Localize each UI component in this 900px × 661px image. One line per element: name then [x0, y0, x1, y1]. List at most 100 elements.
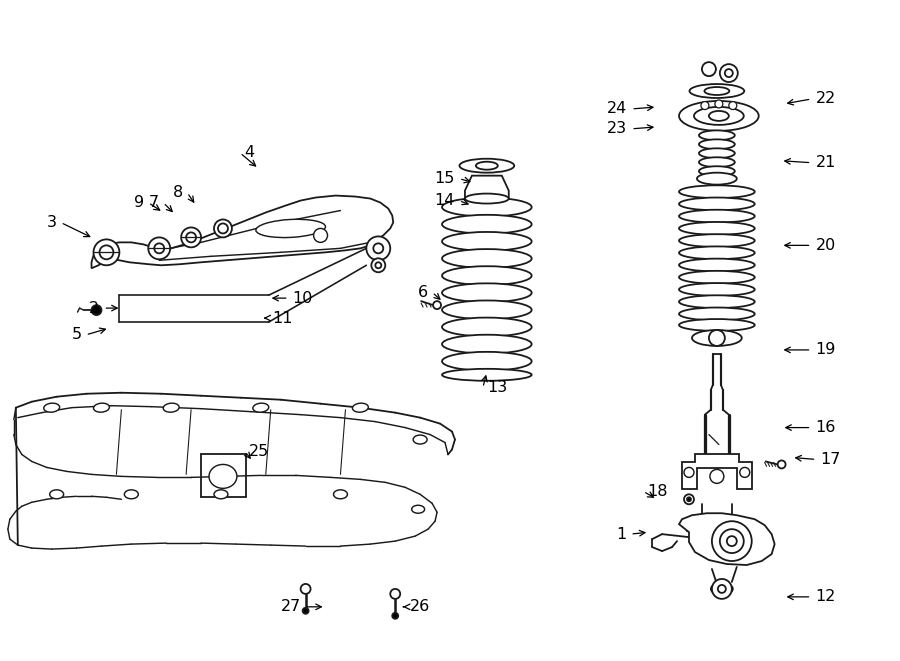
- Circle shape: [687, 497, 691, 501]
- Ellipse shape: [689, 84, 744, 98]
- Ellipse shape: [465, 194, 508, 204]
- Ellipse shape: [679, 319, 755, 331]
- Text: 27: 27: [281, 600, 301, 614]
- Text: 13: 13: [487, 380, 507, 395]
- Text: 11: 11: [273, 311, 293, 326]
- Circle shape: [715, 100, 723, 108]
- Text: 4: 4: [244, 145, 254, 160]
- Circle shape: [712, 579, 732, 599]
- Circle shape: [727, 536, 737, 546]
- Text: 3: 3: [47, 215, 57, 230]
- Ellipse shape: [442, 301, 532, 319]
- Circle shape: [702, 62, 716, 76]
- Ellipse shape: [214, 490, 228, 499]
- Text: 26: 26: [410, 600, 430, 614]
- Circle shape: [724, 69, 733, 77]
- Ellipse shape: [679, 271, 755, 284]
- Circle shape: [391, 589, 401, 599]
- Ellipse shape: [44, 403, 59, 412]
- Ellipse shape: [699, 157, 734, 167]
- Ellipse shape: [256, 219, 326, 237]
- Circle shape: [712, 521, 751, 561]
- Ellipse shape: [442, 266, 532, 285]
- Ellipse shape: [460, 159, 514, 173]
- Ellipse shape: [476, 162, 498, 170]
- Polygon shape: [679, 513, 775, 565]
- Ellipse shape: [699, 167, 734, 176]
- Circle shape: [710, 469, 724, 483]
- Ellipse shape: [50, 490, 64, 499]
- Text: 5: 5: [71, 327, 82, 342]
- Ellipse shape: [442, 284, 532, 302]
- Ellipse shape: [711, 583, 733, 595]
- Ellipse shape: [209, 465, 237, 488]
- Ellipse shape: [353, 403, 368, 412]
- Circle shape: [301, 584, 310, 594]
- Ellipse shape: [679, 210, 755, 223]
- Circle shape: [778, 461, 786, 469]
- Ellipse shape: [334, 490, 347, 499]
- Text: 22: 22: [815, 91, 836, 106]
- Ellipse shape: [163, 403, 179, 412]
- Circle shape: [186, 233, 196, 243]
- Text: 9: 9: [134, 195, 144, 210]
- Ellipse shape: [679, 307, 755, 321]
- Ellipse shape: [442, 317, 532, 336]
- Ellipse shape: [697, 173, 737, 184]
- Circle shape: [214, 219, 232, 237]
- Circle shape: [92, 305, 102, 315]
- Text: 1: 1: [616, 527, 626, 541]
- Text: 17: 17: [821, 452, 841, 467]
- Ellipse shape: [253, 403, 269, 412]
- Polygon shape: [92, 196, 393, 268]
- Circle shape: [433, 301, 441, 309]
- Ellipse shape: [699, 130, 734, 140]
- Circle shape: [729, 102, 737, 110]
- Text: 16: 16: [815, 420, 836, 435]
- Circle shape: [154, 243, 164, 253]
- Circle shape: [374, 243, 383, 253]
- Ellipse shape: [694, 107, 743, 125]
- Ellipse shape: [679, 247, 755, 259]
- Text: 25: 25: [248, 444, 269, 459]
- Circle shape: [718, 585, 725, 593]
- Polygon shape: [682, 455, 752, 489]
- Circle shape: [720, 529, 743, 553]
- Ellipse shape: [442, 352, 532, 371]
- Circle shape: [302, 608, 309, 614]
- Text: 14: 14: [435, 193, 455, 208]
- Circle shape: [740, 467, 750, 477]
- Ellipse shape: [699, 148, 734, 158]
- Ellipse shape: [709, 111, 729, 121]
- Ellipse shape: [413, 435, 428, 444]
- Text: 18: 18: [647, 484, 668, 499]
- Ellipse shape: [94, 403, 110, 412]
- Ellipse shape: [679, 258, 755, 272]
- Ellipse shape: [411, 505, 425, 513]
- Ellipse shape: [124, 490, 139, 499]
- Circle shape: [375, 262, 382, 268]
- Circle shape: [684, 494, 694, 504]
- Circle shape: [94, 239, 120, 265]
- Ellipse shape: [442, 369, 532, 381]
- Text: 7: 7: [149, 195, 159, 210]
- Ellipse shape: [679, 101, 759, 131]
- Text: 23: 23: [608, 122, 627, 136]
- Circle shape: [218, 223, 228, 233]
- Ellipse shape: [442, 215, 532, 234]
- Ellipse shape: [679, 295, 755, 308]
- Circle shape: [366, 237, 391, 260]
- Ellipse shape: [442, 198, 532, 217]
- Circle shape: [181, 227, 201, 247]
- Circle shape: [709, 330, 725, 346]
- Ellipse shape: [679, 185, 755, 198]
- Text: 2: 2: [89, 301, 100, 315]
- Ellipse shape: [679, 222, 755, 235]
- Text: 20: 20: [815, 238, 836, 253]
- Text: 21: 21: [815, 155, 836, 171]
- Ellipse shape: [692, 330, 742, 346]
- Text: 15: 15: [435, 171, 455, 186]
- Circle shape: [684, 467, 694, 477]
- Ellipse shape: [442, 232, 532, 251]
- Circle shape: [392, 613, 398, 619]
